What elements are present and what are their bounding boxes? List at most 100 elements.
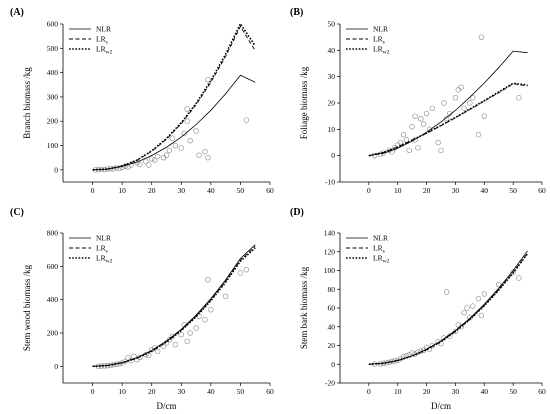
- legend-label: NLR: [373, 234, 388, 243]
- legend-label: LRs: [96, 244, 108, 255]
- data-point: [452, 95, 459, 101]
- data-point: [481, 113, 487, 119]
- data-point: [196, 152, 202, 158]
- series-line-solid: [368, 250, 528, 365]
- data-point: [187, 330, 193, 336]
- legend-label: LRw2: [96, 45, 113, 56]
- data-point: [423, 110, 430, 117]
- data-points: [95, 266, 250, 369]
- series-line-dashed: [92, 246, 256, 367]
- data-point: [464, 305, 470, 311]
- data-point: [470, 95, 476, 101]
- y-tick-label: 0: [331, 360, 335, 369]
- y-tick-label: 100: [47, 141, 59, 150]
- data-point: [143, 158, 149, 165]
- data-point: [409, 123, 415, 130]
- x-tick-label: 20: [423, 186, 431, 195]
- data-point: [461, 105, 467, 111]
- data-point: [397, 139, 404, 146]
- data-point: [452, 328, 459, 335]
- legend-label: LRs: [373, 244, 385, 255]
- y-axis-label: Stem wood biomass /kg: [22, 264, 32, 351]
- data-point: [184, 118, 190, 124]
- data-point: [163, 152, 170, 158]
- x-tick-label: 20: [148, 186, 156, 195]
- data-point: [470, 303, 476, 309]
- y-tick-label: 400: [47, 295, 59, 304]
- x-tick-label: 40: [207, 186, 215, 195]
- y-tick-label: 120: [324, 247, 336, 256]
- legend-label: LRw2: [96, 254, 113, 265]
- chart-panel-2: 0 10 20 30 40 50 60 -10 0 10 20 30 40 50 Foliage bioma…: [290, 7, 546, 195]
- x-tick-label: 40: [207, 387, 215, 396]
- y-tick-label: 50: [328, 20, 336, 29]
- series-line-dotted: [368, 253, 529, 366]
- x-tick-label: 30: [178, 186, 186, 195]
- data-point: [403, 137, 410, 143]
- data-point: [516, 95, 522, 101]
- x-tick-label: 60: [266, 186, 274, 195]
- y-tick-label: 0: [54, 165, 58, 174]
- data-point: [149, 156, 155, 162]
- series-line-solid: [92, 74, 256, 171]
- series-line-solid: [92, 244, 256, 367]
- x-tick-label: 60: [538, 387, 546, 396]
- data-point: [169, 135, 176, 141]
- data-point: [193, 325, 199, 331]
- data-point: [444, 289, 450, 295]
- y-tick-label: -20: [325, 379, 335, 388]
- legend-label: LRs: [373, 35, 385, 46]
- x-tick-label: 60: [266, 387, 274, 396]
- y-tick-label: 0: [331, 151, 335, 160]
- series-line-dotted: [92, 24, 256, 171]
- x-tick-label: 0: [91, 186, 95, 195]
- x-tick-label: 0: [91, 387, 95, 396]
- data-point: [441, 335, 447, 341]
- x-tick-label: 20: [148, 387, 156, 396]
- data-point: [415, 145, 421, 151]
- y-tick-label: 800: [47, 229, 59, 238]
- data-point: [154, 348, 161, 355]
- data-point: [435, 139, 441, 146]
- y-tick-label: 500: [47, 44, 59, 53]
- series-lines: [92, 244, 256, 368]
- x-tick-label: 0: [367, 186, 371, 195]
- data-point: [438, 147, 444, 154]
- data-point: [205, 276, 211, 283]
- data-point: [481, 291, 487, 297]
- data-point: [202, 316, 208, 323]
- y-tick-label: 200: [47, 117, 59, 126]
- y-axis-label: Branch biomass /kg: [22, 67, 32, 139]
- x-tick-label: 50: [509, 387, 517, 396]
- y-tick-label: 0: [54, 362, 58, 371]
- data-point: [202, 148, 208, 155]
- legend-label: NLR: [96, 25, 111, 34]
- x-tick-label: 60: [538, 186, 546, 195]
- data-point: [184, 106, 190, 112]
- data-point: [178, 331, 184, 338]
- legend-label: NLR: [373, 25, 388, 34]
- y-tick-label: -10: [325, 178, 335, 187]
- legend-label: LRw2: [373, 254, 390, 265]
- x-tick-label: 40: [481, 186, 489, 195]
- data-point: [184, 338, 190, 345]
- data-point: [420, 121, 427, 127]
- legend-label: NLR: [96, 234, 111, 243]
- y-tick-label: 200: [47, 329, 59, 338]
- data-point: [478, 312, 485, 319]
- y-tick-label: 80: [328, 285, 336, 294]
- data-point: [166, 336, 173, 343]
- y-axis-label: Stem bark biomass /kg: [299, 266, 309, 349]
- x-tick-label: 30: [452, 387, 460, 396]
- data-point: [418, 116, 424, 122]
- x-tick-label: 10: [394, 387, 402, 396]
- data-points: [371, 269, 522, 367]
- data-point: [478, 34, 485, 40]
- data-points: [371, 34, 522, 159]
- y-tick-label: 300: [47, 92, 59, 101]
- data-point: [237, 270, 244, 276]
- series-lines: [368, 250, 529, 366]
- x-tick-label: 20: [423, 387, 431, 396]
